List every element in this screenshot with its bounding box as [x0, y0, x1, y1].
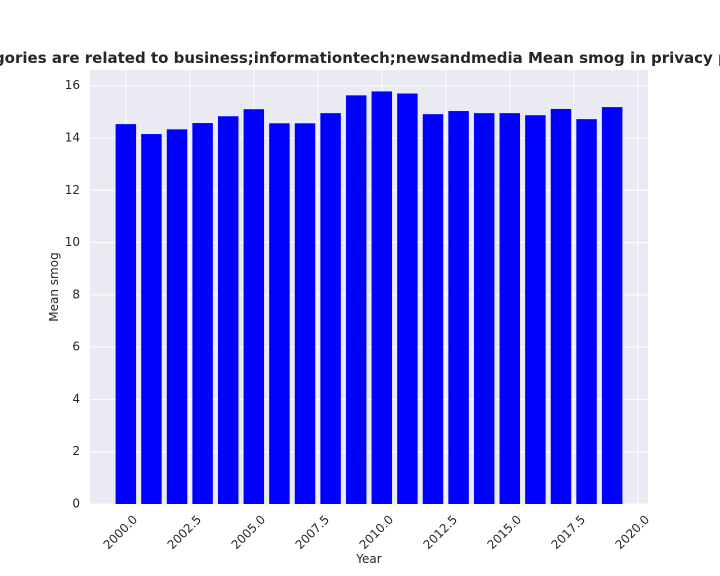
x-tick-label: 2005.0 — [229, 512, 269, 552]
bars — [115, 91, 623, 505]
bar-2013 — [448, 111, 469, 504]
bar-2019 — [601, 107, 623, 504]
y-tick-label: 4 — [72, 392, 80, 406]
bar-2011 — [397, 93, 418, 504]
x-tick-label: 2015.0 — [485, 512, 525, 552]
x-tick-label: 2000.0 — [101, 512, 141, 552]
y-tick-label: 0 — [72, 497, 80, 511]
y-tick-label: 10 — [65, 235, 80, 249]
bar-2017 — [550, 108, 572, 505]
chart-title: Categories are related to business;infor… — [0, 49, 720, 67]
x-tick-label: 2010.0 — [357, 512, 397, 552]
y-tick-label: 12 — [65, 183, 80, 197]
x-tick-label: 2017.5 — [549, 512, 589, 552]
y-tick-label: 14 — [65, 130, 80, 144]
bar-2002 — [166, 129, 188, 504]
bar-2005 — [243, 109, 265, 505]
bar-2015 — [499, 113, 521, 505]
bar-2004 — [217, 116, 239, 504]
y-tick-label: 8 — [72, 287, 80, 301]
bar-2014 — [473, 113, 495, 505]
bar-2008 — [320, 113, 341, 505]
bar-2000 — [115, 124, 137, 505]
x-tick-label: 2002.5 — [165, 512, 205, 552]
bar-2010 — [371, 91, 393, 505]
y-tick-label: 2 — [72, 444, 80, 458]
y-tick-label: 6 — [72, 340, 80, 354]
x-tick-label: 2007.5 — [293, 512, 333, 552]
y-axis-label: Mean smog — [47, 252, 61, 321]
bar-2012 — [422, 114, 444, 505]
x-tick-label: 2012.5 — [421, 512, 461, 552]
x-axis-ticks: 2000.0 2002.5 2005.0 2007.5 2010.0 2012.5 2015… — [101, 512, 653, 552]
x-axis-label: Year — [355, 552, 381, 566]
bar-2009 — [345, 95, 367, 505]
bar-2003 — [192, 123, 213, 505]
bar-2007 — [294, 123, 316, 505]
bar-2018 — [576, 119, 597, 505]
y-axis-ticks: 0 2 4 6 8 10 12 14 16 — [65, 78, 80, 510]
y-tick-label: 16 — [65, 78, 80, 92]
x-tick-label: 2020.0 — [613, 512, 653, 552]
bar-2001 — [141, 134, 162, 505]
bar-2006 — [269, 123, 290, 505]
bar-2016 — [525, 115, 546, 505]
